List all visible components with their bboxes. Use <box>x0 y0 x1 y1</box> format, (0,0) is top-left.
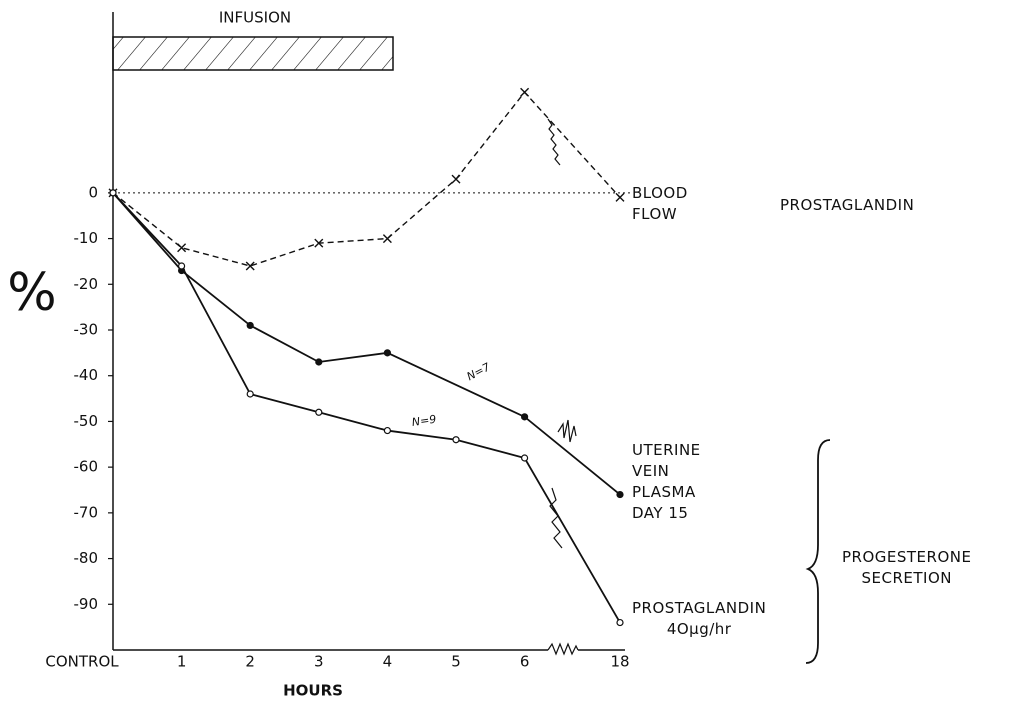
series-line <box>112 192 621 624</box>
annotation: PROSTAGLANDIN <box>780 196 915 214</box>
point-marker <box>615 192 625 202</box>
x-tick-label: 6 <box>520 653 530 671</box>
y-tick-label: -70 <box>74 503 99 521</box>
axis-break <box>547 642 579 656</box>
point-marker <box>520 413 529 421</box>
infusion-bar <box>112 36 394 71</box>
y-tick-label: 0 <box>88 183 98 201</box>
point-marker <box>382 234 392 244</box>
y-tick-label: -30 <box>74 321 99 339</box>
x-tick-label: 18 <box>610 653 629 671</box>
point-marker <box>177 243 187 253</box>
x-tick-label: 2 <box>245 653 255 671</box>
point-marker <box>452 436 460 444</box>
annotation: UTERINE VEIN PLASMA DAY 15 <box>632 441 701 522</box>
point-marker <box>616 490 624 499</box>
x-tick-label: CONTROL <box>45 653 119 671</box>
point-marker <box>315 408 323 416</box>
point-marker <box>451 174 461 184</box>
series-label: N=9 <box>411 413 437 429</box>
point-marker <box>178 262 186 270</box>
point-marker <box>520 87 530 97</box>
y-tick-label: -80 <box>74 549 99 567</box>
brace <box>805 439 831 664</box>
series-line <box>112 91 621 267</box>
point-marker <box>246 390 254 398</box>
series-label: BLOOD FLOW <box>632 184 688 223</box>
x-tick-label: 1 <box>177 653 187 671</box>
y-tick-label: -20 <box>74 275 99 293</box>
point-marker <box>246 321 254 330</box>
point-marker <box>383 349 391 357</box>
y-tick-label: -50 <box>74 412 99 430</box>
point-marker <box>315 358 323 366</box>
x-tick-label: 4 <box>383 653 393 671</box>
annotation: INFUSION <box>219 9 291 27</box>
point-marker <box>314 238 324 248</box>
y-tick-label: -90 <box>74 595 99 613</box>
series-line <box>112 192 621 496</box>
y-tick-label: -10 <box>74 229 99 247</box>
y-tick-label: -60 <box>74 458 99 476</box>
series-label: N=7 <box>465 360 493 383</box>
point-marker <box>383 426 391 435</box>
point-marker <box>520 454 529 462</box>
point-marker <box>616 618 624 627</box>
x-tick-label: 3 <box>314 653 324 671</box>
y-axis-label: % <box>7 263 56 323</box>
y-tick-label: -40 <box>74 366 99 384</box>
line-break <box>549 487 563 549</box>
point-marker <box>109 189 117 197</box>
annotation: PROSTAGLANDIN 4Oµg/hr <box>632 599 767 638</box>
x-tick-label: 5 <box>451 653 461 671</box>
line-break <box>557 419 577 443</box>
annotation: PROGESTERONE SECRETION <box>842 548 972 587</box>
line-break <box>547 118 561 166</box>
point-marker <box>245 261 255 271</box>
x-axis-label: HOURS <box>283 682 343 700</box>
